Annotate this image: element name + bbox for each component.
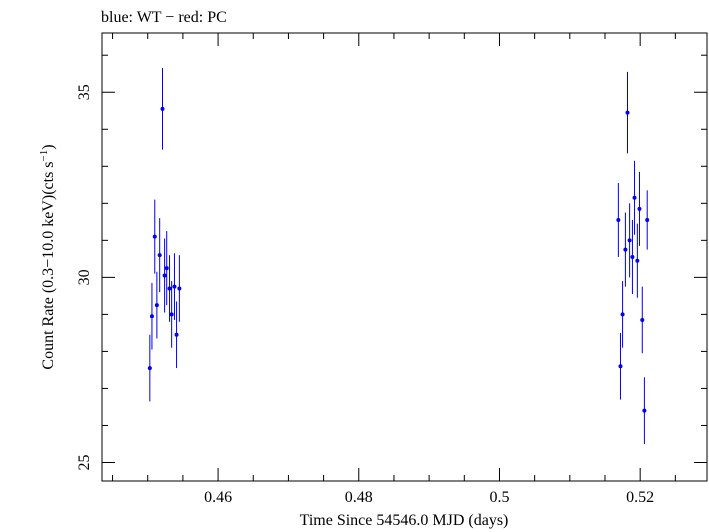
data-point [640, 286, 645, 354]
data-point [620, 281, 625, 348]
data-marker [620, 312, 625, 317]
data-marker [637, 206, 642, 211]
data-marker [627, 238, 632, 243]
data-marker [645, 217, 650, 222]
data-marker [164, 266, 169, 271]
data-marker [169, 312, 174, 317]
data-point [623, 212, 628, 287]
data-point [637, 171, 642, 246]
data-point [157, 218, 162, 293]
data-point [645, 190, 650, 250]
axis-ticks [102, 33, 707, 481]
data-marker [635, 258, 640, 263]
data-point [635, 223, 640, 298]
data-point [618, 332, 623, 400]
data-point [630, 219, 635, 295]
data-point [174, 301, 179, 369]
data-point [616, 182, 621, 257]
y-tick-label: 35 [76, 84, 93, 100]
data-marker [623, 247, 628, 252]
data-point [625, 71, 630, 154]
data-point [632, 160, 637, 235]
data-marker [632, 195, 637, 200]
y-axis-label: Count Rate (0.3−10.0 keV)(cts s−1) [38, 144, 57, 369]
data-marker [616, 217, 621, 222]
data-marker [167, 286, 172, 291]
data-marker [172, 284, 177, 289]
data-point [152, 199, 157, 274]
data-marker [625, 110, 630, 115]
data-marker [642, 408, 647, 413]
data-point [147, 334, 152, 402]
data-marker [154, 303, 159, 308]
data-marker [157, 253, 162, 258]
y-tick-label: 25 [76, 454, 93, 470]
data-marker [618, 364, 623, 369]
data-point [154, 271, 159, 339]
data-point [149, 282, 154, 350]
data-marker [162, 273, 167, 278]
y-axis-label-close: ) [40, 144, 57, 149]
data-marker [149, 314, 154, 319]
data-markers [147, 68, 650, 444]
data-marker [147, 366, 152, 371]
x-tick-label: 0.46 [204, 489, 232, 506]
y-axis-label-exponent: −1 [38, 150, 50, 162]
data-marker [152, 234, 157, 239]
data-point [167, 255, 172, 322]
x-tick-label: 0.52 [626, 489, 654, 506]
axis-tick-labels: 0.46 0.48 0.5 0.52 25 30 35 [76, 84, 654, 506]
data-marker [640, 317, 645, 322]
data-marker [630, 255, 635, 259]
y-tick-label: 30 [76, 269, 93, 285]
x-axis-label: Time Since 54546.0 MJD (days) [300, 512, 509, 529]
data-point [164, 231, 169, 306]
data-point [172, 253, 177, 320]
plot-frame [101, 32, 708, 482]
data-point [642, 377, 647, 444]
data-marker [160, 106, 165, 111]
data-marker [174, 332, 179, 337]
data-point [160, 68, 165, 150]
data-point [169, 281, 174, 348]
data-marker [177, 286, 182, 291]
data-point [162, 238, 167, 313]
x-tick-label: 0.5 [489, 489, 509, 506]
y-axis-label-main: Count Rate (0.3−10.0 keV)(cts s [40, 161, 57, 369]
data-point [627, 203, 632, 278]
x-tick-label: 0.48 [345, 489, 373, 506]
chart-title: blue: WT − red: PC [101, 9, 227, 26]
data-point [177, 255, 182, 322]
